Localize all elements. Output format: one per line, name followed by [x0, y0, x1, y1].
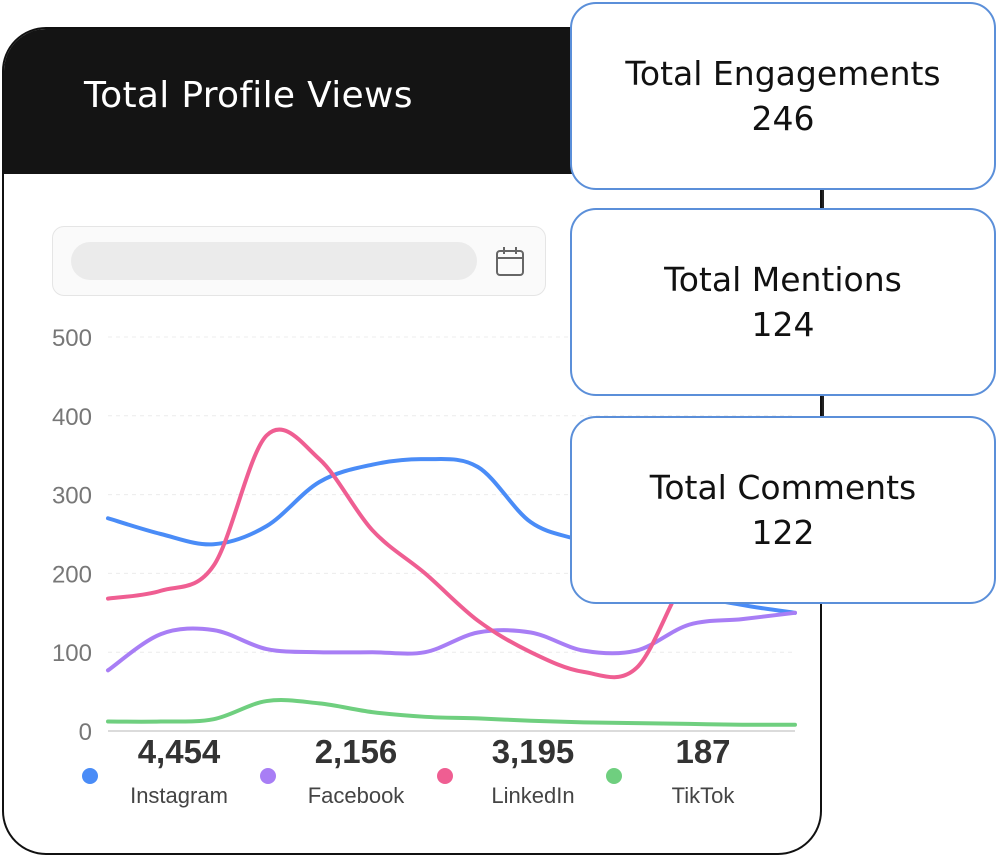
legend-label: Facebook	[307, 783, 405, 808]
linkedin-dot	[437, 768, 453, 784]
series-line-tiktok	[106, 698, 797, 727]
connector-line	[822, 394, 824, 416]
card-title: Total Profile Views	[84, 75, 413, 116]
stat-total-comments: Total Comments 122	[570, 416, 996, 604]
stat-value: 124	[751, 305, 815, 344]
legend-item-instagram: 4,454 Instagram	[99, 733, 259, 809]
y-tick-label: 0	[79, 719, 92, 746]
stat-title: Total Comments	[649, 468, 917, 507]
y-tick-label: 300	[52, 483, 92, 510]
stat-title: Total Mentions	[664, 260, 902, 299]
legend-label: LinkedIn	[491, 783, 575, 808]
connector-line	[822, 188, 824, 210]
y-tick-label: 400	[52, 404, 92, 431]
facebook-dot	[260, 768, 276, 784]
stat-total-mentions: Total Mentions 124	[570, 208, 996, 396]
date-filter[interactable]	[52, 226, 546, 296]
date-range-input[interactable]	[71, 242, 477, 280]
y-tick-label: 500	[52, 325, 92, 352]
legend-value: 187	[675, 733, 731, 770]
y-tick-label: 100	[52, 640, 92, 667]
series-line-facebook	[106, 610, 797, 673]
legend-value: 4,454	[137, 733, 221, 770]
calendar-icon[interactable]	[493, 245, 527, 279]
tiktok-dot	[606, 768, 622, 784]
legend-item-linkedin: 3,195 LinkedIn	[453, 733, 613, 809]
legend-value: 3,195	[491, 733, 575, 770]
stat-value: 246	[751, 99, 815, 138]
legend-item-facebook: 2,156 Facebook	[276, 733, 436, 809]
instagram-dot	[82, 768, 98, 784]
legend-label: Instagram	[130, 783, 228, 808]
stat-title: Total Engagements	[625, 54, 941, 93]
stat-total-engagements: Total Engagements 246	[570, 2, 996, 190]
legend-item-tiktok: 187 TikTok	[623, 733, 783, 809]
stat-value: 122	[751, 513, 815, 552]
y-tick-label: 200	[52, 561, 92, 588]
legend-value: 2,156	[314, 733, 398, 770]
legend-label: TikTok	[671, 783, 735, 808]
